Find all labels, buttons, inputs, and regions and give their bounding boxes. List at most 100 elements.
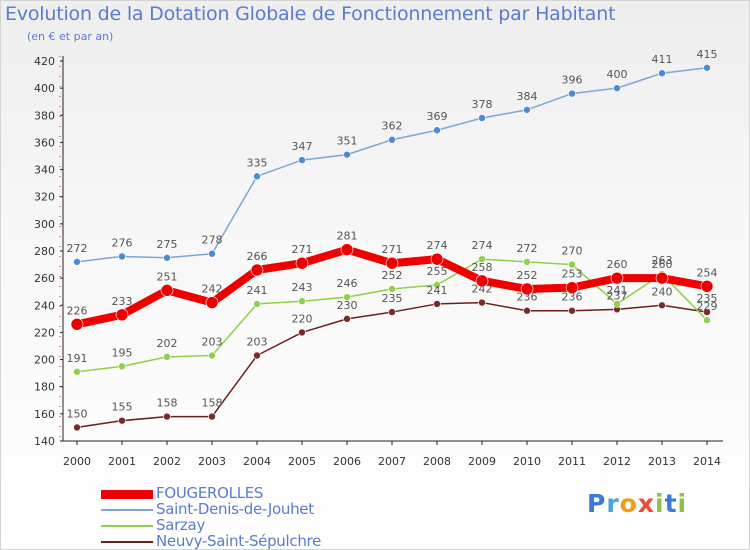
y-tick-label: 280 [34, 245, 55, 258]
data-label-fougerolles: 260 [607, 258, 628, 271]
chart-series [70, 63, 714, 432]
data-label-neuvy-saint-sepulchre: 158 [202, 397, 223, 410]
data-label-saint-denis-de-jouhet: 272 [67, 242, 88, 255]
data-label-fougerolles: 251 [157, 270, 178, 283]
data-point-fougerolles [610, 271, 624, 285]
y-tick-label: 180 [34, 381, 55, 394]
logo-letter: i [677, 489, 688, 518]
data-label-neuvy-saint-sepulchre: 150 [67, 407, 88, 420]
data-point-sarzay [478, 255, 486, 263]
y-tick-label: 300 [34, 218, 55, 231]
data-point-sarzay [343, 293, 351, 301]
x-tick-label: 2010 [513, 455, 541, 468]
data-label-neuvy-saint-sepulchre: 240 [652, 285, 673, 298]
x-tick-label: 2004 [243, 455, 271, 468]
data-label-fougerolles: 226 [67, 304, 88, 317]
data-point-saint-denis-de-jouhet [523, 106, 531, 114]
data-point-neuvy-saint-sepulchre [208, 412, 216, 421]
proxiti-logo: Proxiti [587, 489, 687, 518]
data-label-neuvy-saint-sepulchre: 241 [427, 284, 448, 297]
legend-swatch [101, 509, 153, 511]
data-point-neuvy-saint-sepulchre [388, 308, 396, 316]
data-point-neuvy-saint-sepulchre [118, 416, 126, 425]
legend-label: Saint-Denis-de-Jouhet [156, 500, 314, 518]
data-point-sarzay [208, 351, 216, 360]
data-label-sarzay: 246 [337, 277, 358, 290]
chart-axes: 140 160 180 200 220 240 260 280 300 320 340 360 380 4… [34, 55, 723, 468]
data-label-saint-denis-de-jouhet: 335 [247, 156, 268, 169]
y-tick-label: 220 [34, 326, 55, 339]
data-label-neuvy-saint-sepulchre: 236 [562, 291, 583, 304]
x-tick-label: 2011 [558, 455, 586, 468]
data-point-sarzay [613, 300, 621, 308]
data-label-sarzay: 252 [382, 269, 403, 282]
data-point-saint-denis-de-jouhet [73, 258, 81, 266]
data-label-neuvy-saint-sepulchre: 158 [157, 397, 178, 410]
data-label-fougerolles: 281 [337, 230, 358, 243]
y-tick-label: 200 [34, 354, 55, 367]
data-label-fougerolles: 271 [382, 243, 403, 256]
data-label-fougerolles: 258 [472, 261, 493, 274]
data-label-neuvy-saint-sepulchre: 236 [517, 291, 538, 304]
data-label-saint-denis-de-jouhet: 347 [292, 140, 313, 153]
data-point-saint-denis-de-jouhet [433, 126, 441, 135]
chart-subtitle: (en € et par an) [27, 30, 114, 43]
legend-label: Neuvy-Saint-Sépulchre [156, 532, 322, 550]
data-point-neuvy-saint-sepulchre [523, 306, 531, 315]
x-tick-label: 2008 [423, 455, 451, 468]
data-label-neuvy-saint-sepulchre: 237 [607, 289, 628, 302]
data-label-saint-denis-de-jouhet: 378 [472, 98, 493, 111]
data-label-fougerolles: 260 [652, 258, 673, 271]
legend-swatch [101, 489, 153, 499]
data-point-fougerolles [340, 243, 354, 256]
y-tick-label: 160 [34, 408, 55, 421]
data-point-neuvy-saint-sepulchre [658, 301, 666, 310]
data-point-fougerolles [160, 284, 174, 297]
legend-label: Sarzay [156, 516, 206, 534]
data-point-neuvy-saint-sepulchre [73, 423, 81, 432]
data-label-saint-denis-de-jouhet: 276 [112, 236, 133, 249]
logo-letter: x [637, 489, 655, 518]
data-label-fougerolles: 253 [562, 268, 583, 281]
y-tick-label: 420 [34, 55, 55, 68]
legend-label: FOUGEROLLES [156, 484, 264, 502]
data-label-sarzay: 270 [562, 245, 583, 258]
data-point-sarzay [298, 297, 306, 306]
data-point-sarzay [118, 362, 126, 371]
data-point-saint-denis-de-jouhet [568, 89, 576, 98]
data-point-saint-denis-de-jouhet [658, 69, 666, 78]
data-label-sarzay: 203 [202, 336, 223, 349]
chart-title: Evolution de la Dotation Globale de Fonc… [5, 3, 616, 25]
data-label-sarzay: 241 [247, 284, 268, 297]
x-tick-label: 2000 [63, 455, 91, 468]
y-tick-label: 340 [34, 164, 55, 177]
x-tick-label: 2014 [693, 455, 721, 468]
data-point-fougerolles [250, 263, 264, 277]
data-point-sarzay [73, 367, 81, 376]
logo-letter: r [606, 489, 620, 518]
data-point-fougerolles [115, 308, 129, 322]
data-label-fougerolles: 254 [697, 266, 718, 279]
data-point-neuvy-saint-sepulchre [343, 315, 351, 323]
data-label-fougerolles: 271 [292, 243, 313, 256]
data-point-neuvy-saint-sepulchre [433, 300, 441, 308]
data-label-sarzay: 202 [157, 337, 178, 350]
data-point-neuvy-saint-sepulchre [568, 306, 576, 315]
x-tick-label: 2006 [333, 455, 361, 468]
data-label-saint-denis-de-jouhet: 384 [517, 90, 538, 103]
data-point-saint-denis-de-jouhet [208, 249, 216, 258]
y-tick-label: 140 [34, 435, 55, 448]
data-point-sarzay [568, 260, 576, 269]
data-label-neuvy-saint-sepulchre: 235 [382, 292, 403, 305]
data-point-saint-denis-de-jouhet [613, 84, 621, 92]
data-label-saint-denis-de-jouhet: 411 [652, 53, 673, 66]
data-label-saint-denis-de-jouhet: 400 [607, 68, 628, 81]
data-point-fougerolles [430, 252, 444, 266]
data-point-neuvy-saint-sepulchre [703, 308, 711, 316]
series-line-saint-denis-de-jouhet [76, 67, 708, 263]
data-point-fougerolles [205, 296, 219, 309]
data-label-sarzay: 195 [112, 346, 133, 359]
data-point-sarzay [433, 281, 441, 289]
data-label-sarzay: 272 [517, 242, 538, 255]
data-point-fougerolles [565, 281, 579, 294]
